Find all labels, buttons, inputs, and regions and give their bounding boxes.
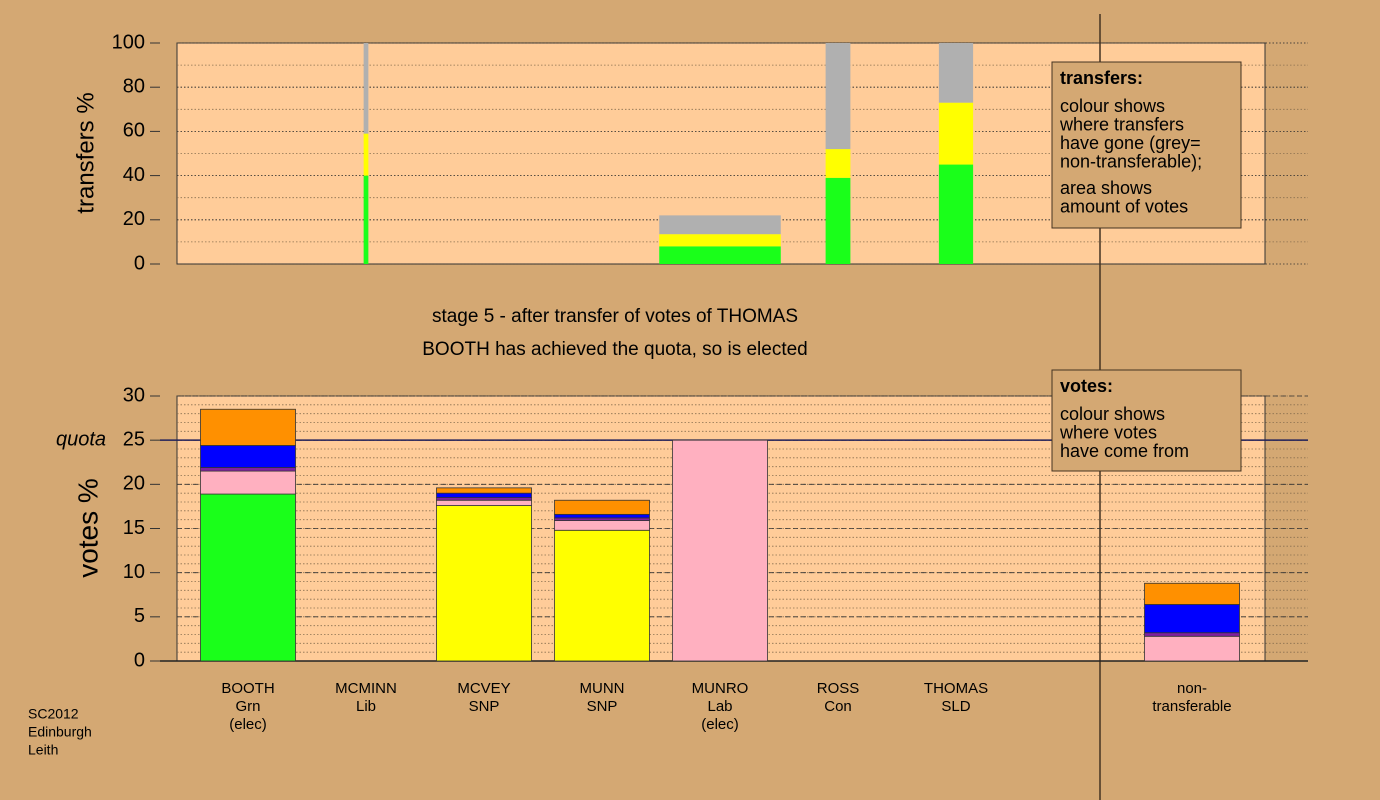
x-tick-label: SNP — [587, 698, 618, 715]
bar-segment — [672, 439, 768, 662]
x-tick-label: Lab — [707, 698, 732, 715]
bar-segment — [938, 164, 974, 264]
bar-segment — [825, 149, 851, 178]
bar-segment — [200, 470, 296, 495]
x-tick-label: MUNRO — [692, 680, 749, 697]
y-tick-label: 100 — [112, 31, 145, 53]
bar-segment — [363, 43, 369, 134]
bar-segment — [825, 177, 851, 264]
bar-segment — [436, 487, 532, 494]
quota-label: quota — [56, 428, 106, 450]
x-tick-label: MCVEY — [457, 680, 510, 697]
legend-text: colour shows — [1060, 96, 1165, 116]
x-tick-label: ROSS — [817, 680, 860, 697]
y-tick-label: 60 — [123, 120, 145, 142]
x-tick-label: SLD — [941, 698, 970, 715]
bar-segment — [938, 43, 974, 103]
legend-title: votes: — [1060, 376, 1113, 396]
bar-segment — [1144, 604, 1240, 634]
bar-segment — [659, 215, 781, 235]
bar-segment — [554, 529, 650, 662]
x-tick-label: (elec) — [229, 716, 267, 733]
bar-segment — [554, 499, 650, 515]
legend-text: non-transferable); — [1060, 151, 1202, 171]
y-tick-label: 25 — [123, 428, 145, 450]
y-tick-label: 0 — [134, 649, 145, 671]
bar-segment — [363, 133, 369, 176]
bar-segment — [200, 445, 296, 468]
legend-text: area shows — [1060, 178, 1152, 198]
x-tick-label: (elec) — [701, 716, 739, 733]
footer-text: Leith — [28, 742, 58, 758]
footer-text: Edinburgh — [28, 724, 92, 740]
x-tick-label: BOOTH — [221, 680, 274, 697]
y-tick-label: 5 — [134, 605, 145, 627]
chart-subtitle: BOOTH has achieved the quota, so is elec… — [422, 339, 808, 360]
x-tick-label: MUNN — [580, 680, 625, 697]
legend-title: transfers: — [1060, 68, 1143, 88]
chart-title: stage 5 - after transfer of votes of THO… — [432, 306, 798, 327]
y-tick-label: 15 — [123, 517, 145, 539]
bar-segment — [659, 234, 781, 247]
legend-text: have come from — [1060, 441, 1189, 461]
bar-segment — [436, 492, 532, 498]
bar-segment — [825, 43, 851, 150]
x-tick-label: Lib — [356, 698, 376, 715]
x-tick-label: Grn — [235, 698, 260, 715]
legend-text: where votes — [1059, 422, 1157, 442]
bar-segment — [200, 408, 296, 446]
x-tick-label: transferable — [1152, 698, 1231, 715]
bar-segment — [200, 493, 296, 662]
y-tick-label: 30 — [123, 384, 145, 406]
y-tick-label: 20 — [123, 208, 145, 230]
footer-text: SC2012 — [28, 706, 79, 722]
y-tick-label: 80 — [123, 75, 145, 97]
x-tick-label: SNP — [469, 698, 500, 715]
bar-segment — [659, 246, 781, 264]
legend-text: amount of votes — [1060, 196, 1188, 216]
y-tick-label: 40 — [123, 164, 145, 186]
bar-segment — [436, 505, 532, 662]
bar-segment — [938, 102, 974, 165]
bar-segment — [436, 499, 532, 506]
x-tick-label: MCMINN — [335, 680, 397, 697]
legend-box — [1051, 61, 1242, 229]
legend-text: have gone (grey= — [1060, 133, 1201, 153]
x-tick-label: THOMAS — [924, 680, 988, 697]
y-tick-label: 20 — [123, 473, 145, 495]
legend-text: colour shows — [1060, 404, 1165, 424]
bar-segment — [1144, 635, 1240, 662]
bar-segment — [200, 467, 296, 472]
y-tick-label: 10 — [123, 561, 145, 583]
x-tick-label: Con — [824, 698, 852, 715]
bar-segment — [554, 513, 650, 519]
y-axis-label: transfers % — [72, 92, 99, 213]
bar-segment — [1144, 582, 1240, 605]
legend-box — [1051, 369, 1242, 472]
x-tick-label: non- — [1177, 680, 1207, 697]
y-axis-label: votes % — [72, 478, 103, 578]
bar-segment — [554, 520, 650, 531]
bar-segment — [363, 175, 369, 264]
y-tick-label: 0 — [134, 252, 145, 274]
bar-segment — [1144, 632, 1240, 637]
legend-text: where transfers — [1059, 114, 1184, 134]
